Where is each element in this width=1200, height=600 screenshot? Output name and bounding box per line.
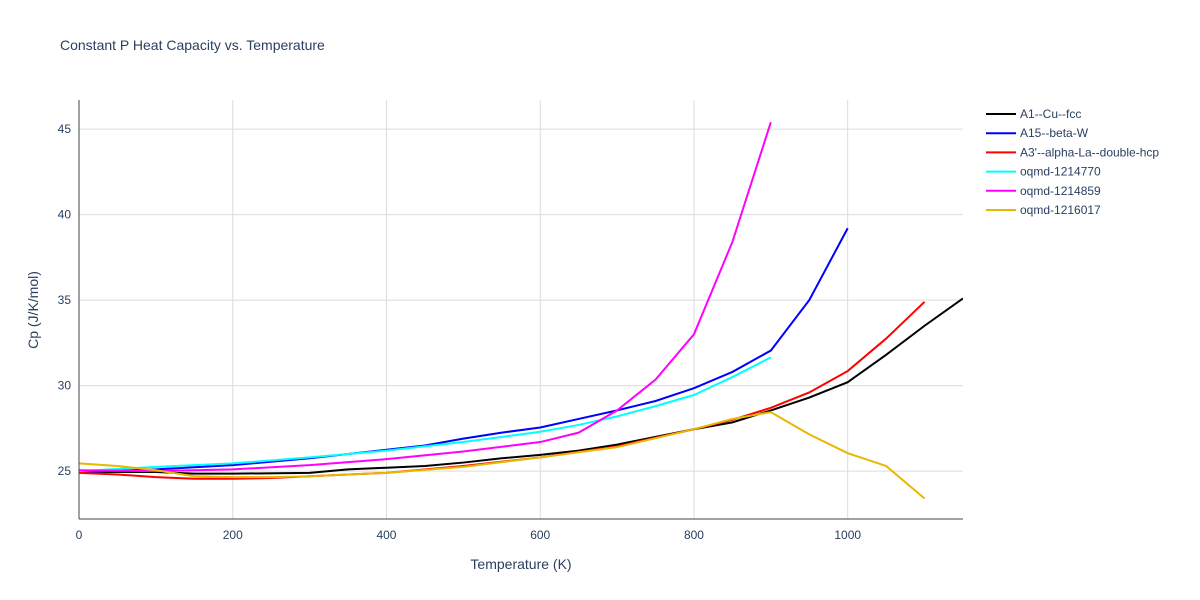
series-line-oqmd-1214859 — [79, 121, 772, 473]
grid — [79, 100, 963, 519]
x-tick-label: 600 — [530, 528, 550, 542]
x-tick-label: 800 — [684, 528, 704, 542]
y-tick-label: 30 — [58, 379, 72, 393]
y-tick-label: 25 — [58, 464, 72, 478]
chart-title: Constant P Heat Capacity vs. Temperature — [60, 37, 325, 53]
x-axis-label: Temperature (K) — [470, 556, 571, 572]
series-line-oqmd-1216017 — [79, 411, 926, 500]
x-tick-label: 1000 — [834, 528, 861, 542]
y-tick-label: 45 — [58, 122, 72, 136]
series-line-A1--Cu--fcc — [79, 297, 963, 475]
legend-label: oqmd-1214770 — [1020, 165, 1101, 179]
legend-item[interactable]: A1--Cu--fcc — [986, 107, 1081, 121]
legend-label: A1--Cu--fcc — [1020, 107, 1081, 121]
y-tick-label: 40 — [58, 208, 72, 222]
legend-item[interactable]: oqmd-1216017 — [986, 203, 1101, 217]
legend-item[interactable]: A15--beta-W — [986, 126, 1089, 140]
axes: 0 200 400 600 800 1000 25 30 35 40 45 — [58, 100, 963, 542]
series-line-oqmd-1214770 — [79, 356, 772, 473]
legend-label: A15--beta-W — [1020, 126, 1089, 140]
x-tick-label: 200 — [223, 528, 243, 542]
y-tick-label: 35 — [58, 293, 72, 307]
legend-item[interactable]: oqmd-1214770 — [986, 165, 1101, 179]
series-lines — [79, 121, 963, 500]
x-tick-label: 400 — [376, 528, 396, 542]
series-line-A15--beta-W — [79, 227, 849, 473]
y-axis-label: Cp (J/K/mol) — [25, 271, 41, 349]
legend-item[interactable]: A3'--alpha-La--double-hcp — [986, 145, 1159, 159]
legend[interactable]: A1--Cu--fcc A15--beta-W A3'--alpha-La--dou… — [986, 107, 1159, 217]
legend-label: oqmd-1216017 — [1020, 203, 1101, 217]
legend-label: oqmd-1214859 — [1020, 184, 1101, 198]
legend-item[interactable]: oqmd-1214859 — [986, 184, 1101, 198]
x-tick-label: 0 — [76, 528, 83, 542]
series-line-A3'--alpha-La--double-hcp — [79, 301, 926, 480]
legend-label: A3'--alpha-La--double-hcp — [1020, 145, 1159, 159]
